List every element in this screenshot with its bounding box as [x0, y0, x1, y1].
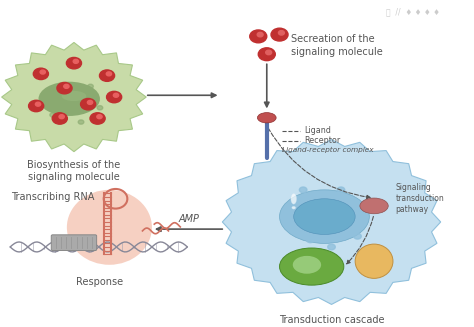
Ellipse shape	[293, 256, 321, 274]
Ellipse shape	[360, 198, 388, 214]
FancyBboxPatch shape	[51, 235, 97, 250]
Circle shape	[258, 48, 275, 60]
Circle shape	[81, 98, 96, 110]
Circle shape	[107, 91, 122, 103]
Circle shape	[87, 100, 92, 104]
Ellipse shape	[62, 91, 86, 101]
Polygon shape	[222, 140, 441, 304]
Circle shape	[52, 113, 67, 124]
Circle shape	[257, 32, 263, 37]
Circle shape	[354, 233, 361, 239]
Circle shape	[337, 187, 345, 193]
Circle shape	[106, 72, 111, 76]
Text: Signaling
transduction
pathway: Signaling transduction pathway	[395, 183, 444, 215]
Ellipse shape	[280, 248, 344, 285]
Circle shape	[250, 30, 267, 43]
Circle shape	[36, 102, 41, 106]
Circle shape	[73, 60, 79, 63]
Circle shape	[271, 28, 288, 41]
Circle shape	[113, 93, 118, 97]
Circle shape	[292, 206, 296, 209]
Circle shape	[307, 237, 314, 243]
Circle shape	[88, 84, 93, 89]
Circle shape	[45, 91, 51, 95]
Circle shape	[278, 30, 284, 35]
Text: Biosynthesis of the
signaling molecule: Biosynthesis of the signaling molecule	[27, 160, 120, 182]
Circle shape	[50, 113, 55, 117]
Circle shape	[328, 244, 335, 250]
Ellipse shape	[280, 190, 369, 243]
Text: AMP: AMP	[178, 214, 199, 224]
Circle shape	[78, 120, 84, 124]
Circle shape	[59, 115, 64, 119]
Circle shape	[28, 100, 44, 112]
Text: Ligand: Ligand	[305, 127, 331, 135]
Circle shape	[100, 70, 115, 81]
Circle shape	[40, 70, 46, 74]
Text: Ligand-receptor complex: Ligand-receptor complex	[282, 147, 374, 153]
Text: Transcribing RNA: Transcribing RNA	[11, 192, 94, 202]
Ellipse shape	[294, 199, 355, 234]
Circle shape	[300, 187, 307, 193]
Circle shape	[90, 113, 105, 124]
Text: Receptor: Receptor	[305, 136, 341, 145]
Circle shape	[66, 58, 82, 69]
Circle shape	[33, 68, 48, 79]
Circle shape	[97, 115, 102, 119]
Text: Response: Response	[76, 277, 124, 287]
Ellipse shape	[257, 112, 276, 123]
Polygon shape	[1, 43, 146, 152]
Circle shape	[57, 82, 72, 94]
Ellipse shape	[38, 82, 100, 116]
Ellipse shape	[67, 190, 152, 265]
Circle shape	[64, 84, 69, 88]
Text: Secreation of the
signaling molecule: Secreation of the signaling molecule	[292, 34, 383, 57]
Ellipse shape	[291, 193, 297, 204]
Text: Transduction cascade: Transduction cascade	[279, 315, 384, 325]
Text: Ⓡ  //  ♦ ♦ ♦ ♦: Ⓡ // ♦ ♦ ♦ ♦	[386, 7, 440, 16]
Circle shape	[266, 50, 272, 55]
Ellipse shape	[355, 244, 393, 278]
Circle shape	[97, 106, 103, 110]
